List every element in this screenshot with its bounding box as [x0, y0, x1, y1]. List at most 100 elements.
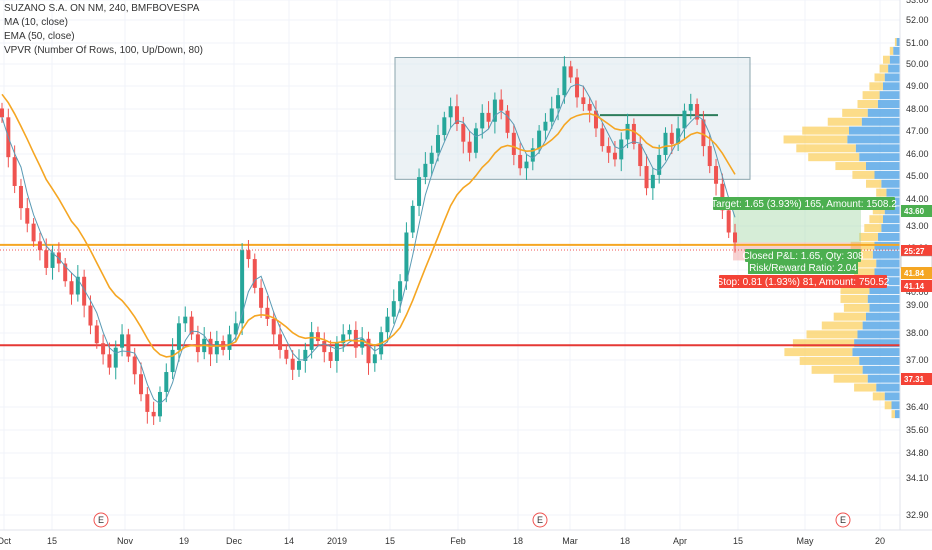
- candle-body: [688, 104, 693, 111]
- candle-body: [214, 341, 219, 355]
- price-tag-label: 25:27: [904, 247, 925, 256]
- candle-body: [37, 241, 42, 251]
- candle-body: [44, 250, 49, 268]
- stop-label-bg: [719, 275, 887, 288]
- vp-up-bar: [876, 259, 900, 268]
- candle-body: [233, 323, 238, 335]
- candle-body: [164, 372, 169, 392]
- candle-body: [107, 354, 112, 368]
- candle-body: [733, 232, 737, 243]
- candle-body: [423, 163, 428, 178]
- y-tick-label: 34.80: [906, 448, 929, 458]
- x-tick-label: Mar: [562, 536, 578, 546]
- target-zone[interactable]: [733, 205, 861, 243]
- candle-body: [480, 112, 485, 129]
- vp-down-bar: [883, 55, 890, 64]
- candle-body: [221, 341, 226, 350]
- vp-up-bar: [867, 108, 900, 117]
- candle-body: [170, 349, 175, 373]
- candle-body: [436, 135, 441, 153]
- candle-body: [284, 349, 289, 359]
- volume-profile: [783, 38, 900, 419]
- x-tick-label: 14: [284, 536, 294, 546]
- candle-body: [94, 325, 99, 344]
- candle-body: [467, 141, 472, 153]
- candle-body: [82, 276, 87, 306]
- candle-body: [183, 316, 188, 324]
- candle-body: [543, 121, 548, 131]
- candle-body: [663, 132, 668, 155]
- candle-body: [360, 338, 365, 348]
- candle-body: [669, 132, 674, 144]
- candle-body: [240, 250, 245, 324]
- candle-body: [707, 146, 712, 167]
- candle-body: [606, 146, 611, 153]
- x-tick-label: 18: [620, 536, 630, 546]
- vp-up-bar: [847, 135, 900, 144]
- vp-up-bar: [876, 383, 900, 392]
- vp-down-bar: [806, 330, 858, 339]
- vp-down-bar: [808, 153, 860, 162]
- vp-up-bar: [852, 348, 900, 357]
- vp-up-bar: [884, 73, 900, 82]
- vp-up-bar: [874, 268, 900, 277]
- candle-body: [227, 334, 232, 350]
- vp-down-bar: [796, 144, 856, 153]
- candle-body: [549, 108, 554, 122]
- candle-body: [612, 152, 617, 160]
- earnings-marker[interactable]: [93, 512, 109, 528]
- candle-body: [334, 343, 339, 361]
- vp-down-bar: [840, 294, 868, 303]
- candle-body: [511, 132, 516, 155]
- candle-body: [278, 334, 283, 350]
- vp-up-bar: [867, 294, 900, 303]
- price-axis[interactable]: 53.00 52.00 51.00 50.00 49.00 48.00 47.00 46.00…: [899, 0, 932, 530]
- earnings-label: E: [840, 515, 846, 525]
- y-tick-label: 34.10: [906, 473, 929, 483]
- y-tick-label: 36.40: [906, 402, 929, 412]
- y-tick-label: 37.00: [906, 355, 929, 365]
- earnings-marker[interactable]: [532, 512, 548, 528]
- candle-body: [0, 108, 4, 118]
- candle-body: [581, 97, 586, 105]
- ema-legend[interactable]: EMA (50, close): [4, 31, 75, 42]
- candle-body: [473, 128, 478, 153]
- candle-body: [259, 287, 264, 308]
- vp-up-bar: [886, 188, 900, 197]
- candle-body: [252, 259, 257, 288]
- vpvr-legend[interactable]: VPVR (Number Of Rows, 100, Up/Down, 80): [4, 45, 203, 56]
- price-tag-label: 41.84: [904, 269, 925, 278]
- price-tag-bg: [901, 280, 932, 292]
- indicator-lines: [1, 83, 736, 405]
- vp-up-bar: [854, 339, 900, 348]
- candle-body: [120, 334, 125, 348]
- candle-body: [556, 95, 561, 109]
- ma-10-line: [1, 83, 736, 405]
- symbol-title[interactable]: SUZANO S.A. ON NM, 240, BMFBOVESPA: [4, 3, 200, 14]
- time-axis[interactable]: Oct 15 Nov 19 Dec 14 2019 15 Feb 18 Mar 18 Apr 15 May 2…: [0, 529, 932, 546]
- candle-body: [75, 276, 80, 295]
- candle-body: [676, 128, 681, 144]
- price-tag-label: 43.60: [904, 207, 925, 216]
- vp-down-bar: [889, 46, 894, 55]
- candle-body: [246, 250, 251, 260]
- y-tick-label: 47.00: [906, 126, 929, 136]
- vp-down-bar: [842, 108, 868, 117]
- candle-body: [537, 130, 542, 149]
- candle-body: [145, 394, 150, 412]
- x-tick-label: Feb: [450, 536, 466, 546]
- vp-down-bar: [843, 303, 870, 312]
- vp-up-bar: [883, 215, 900, 224]
- ma-legend[interactable]: MA (10, close): [4, 17, 68, 28]
- y-tick-label: 43.00: [906, 221, 929, 231]
- long-position-tool[interactable]: [733, 205, 861, 261]
- earnings-marker[interactable]: [835, 512, 851, 528]
- vp-up-bar: [869, 286, 900, 295]
- candle-body: [391, 301, 396, 317]
- candle-body: [492, 99, 497, 122]
- candle-body: [63, 263, 68, 282]
- vp-up-bar: [893, 46, 900, 55]
- rr-label-bg: [748, 261, 858, 274]
